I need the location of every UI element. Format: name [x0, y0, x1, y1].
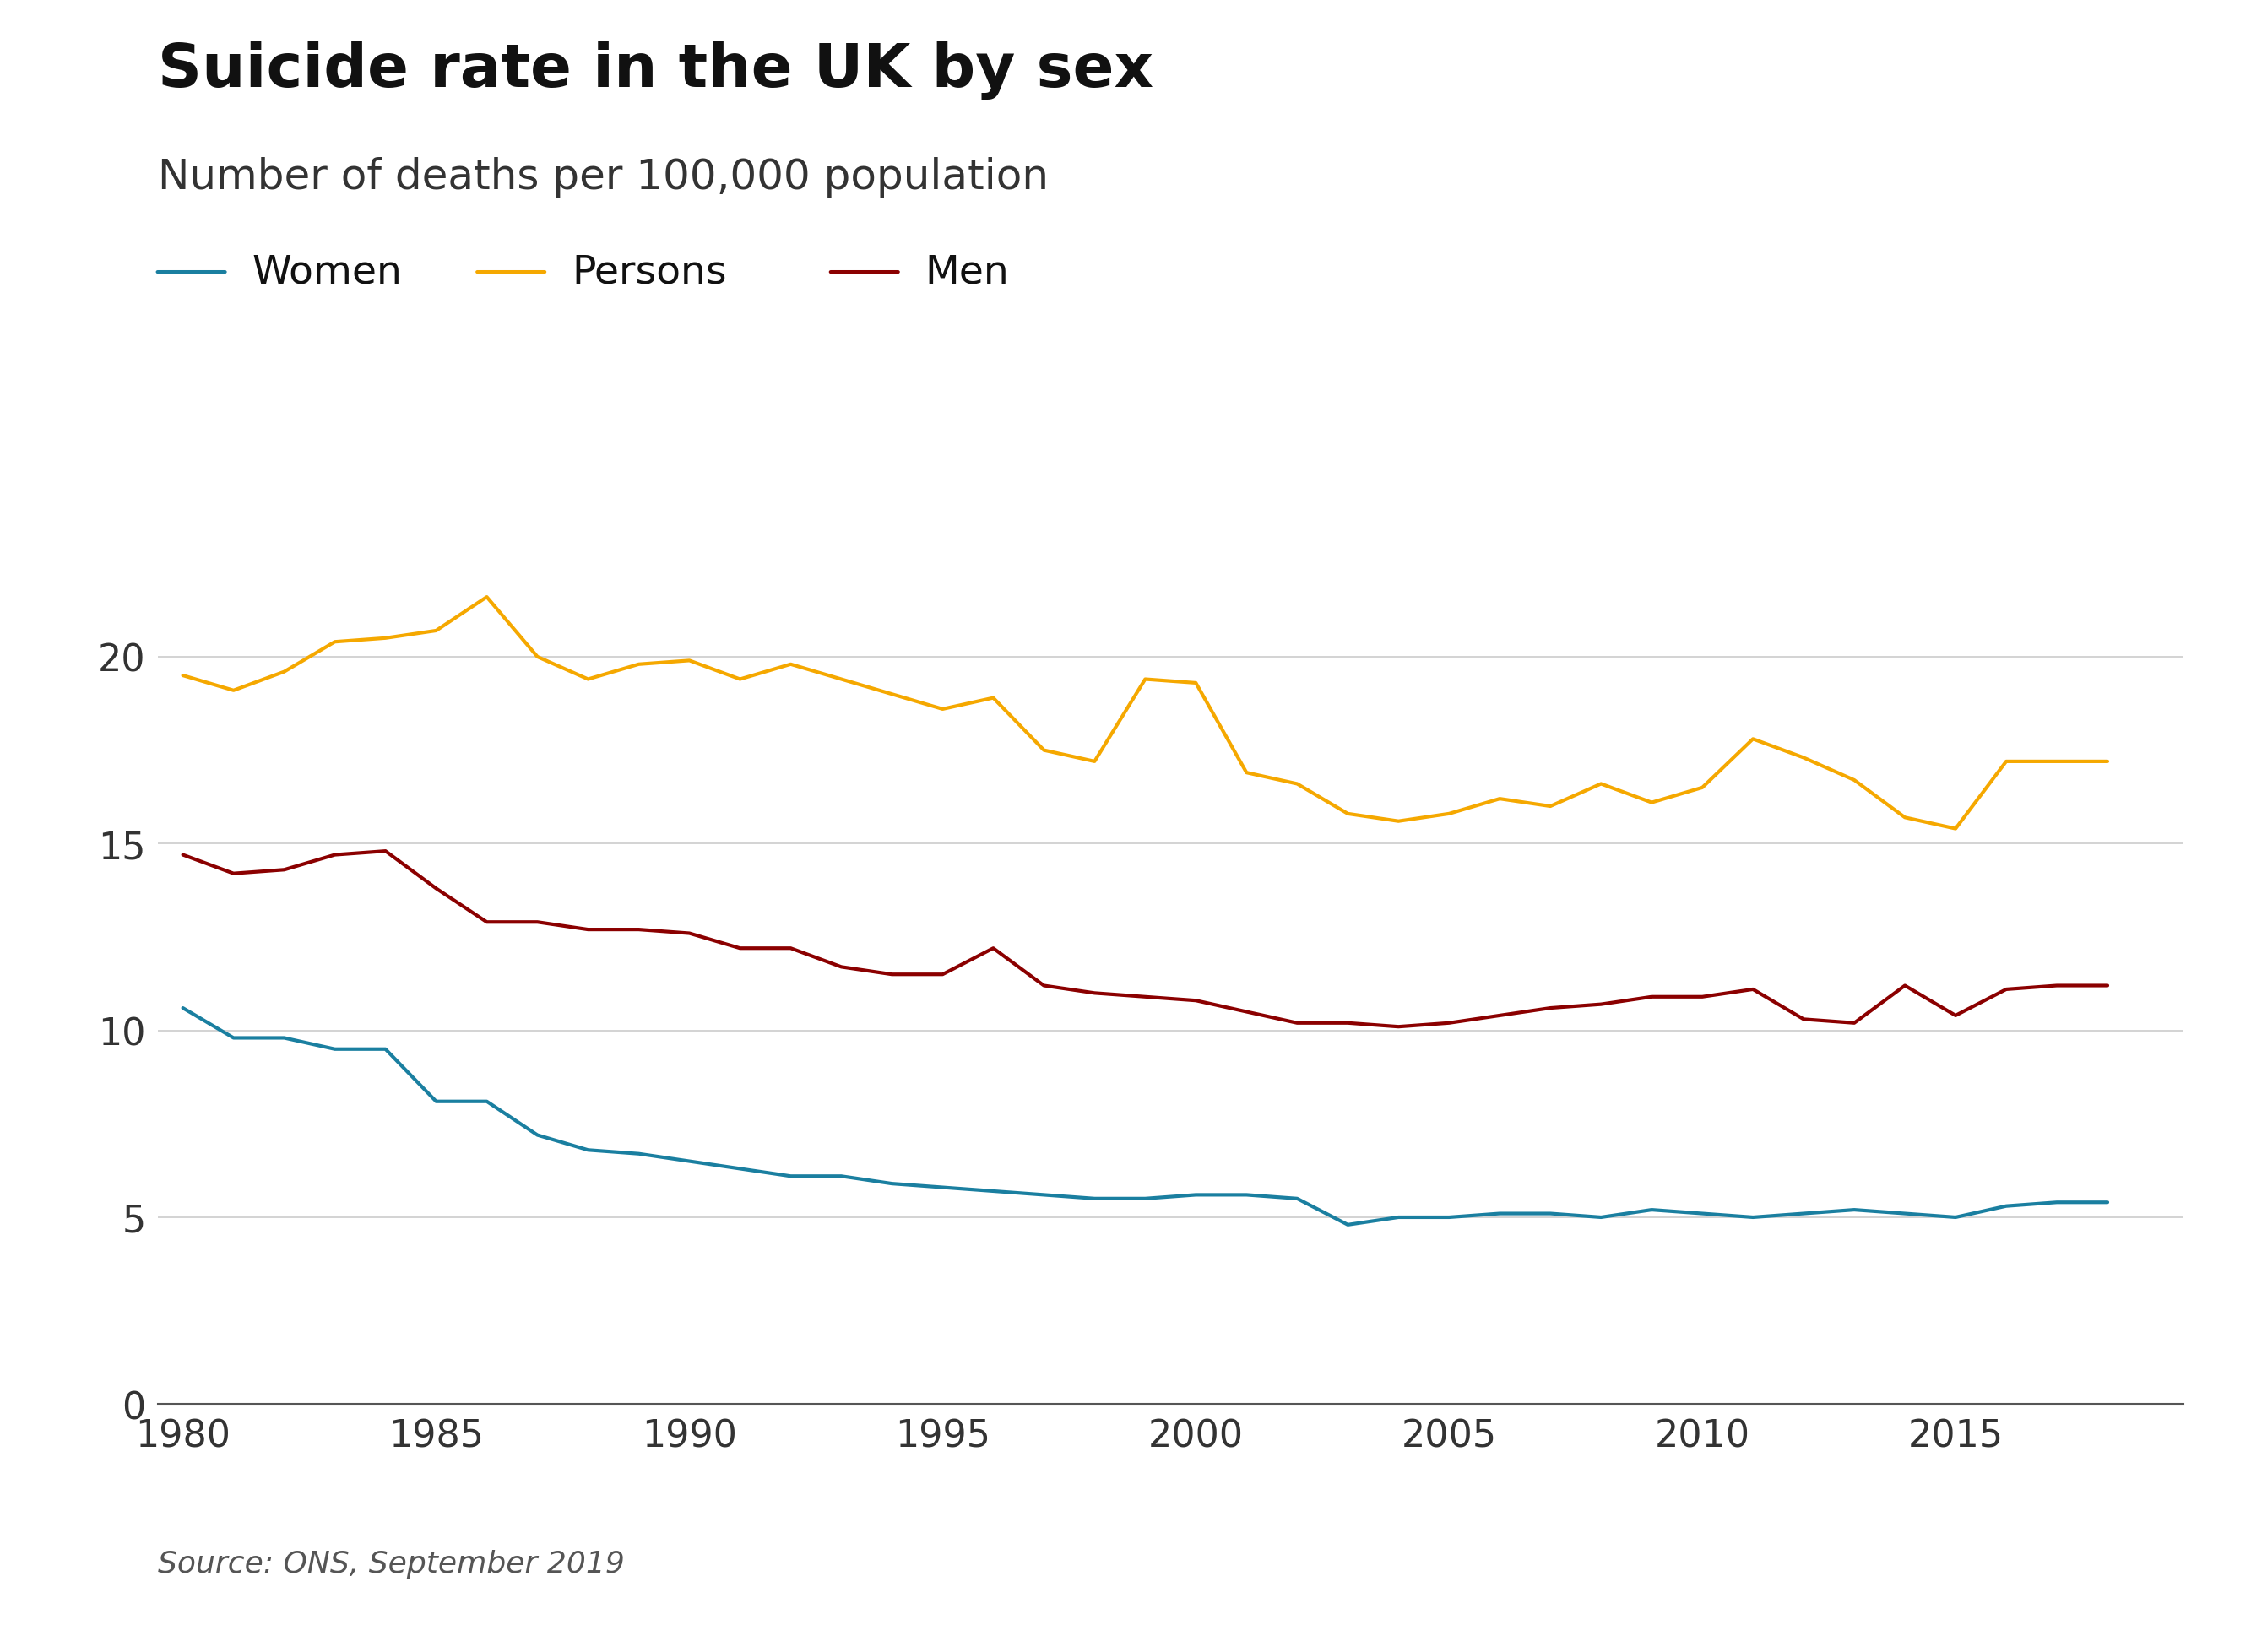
- Text: B: B: [1954, 1563, 1981, 1596]
- Text: Number of deaths per 100,000 population: Number of deaths per 100,000 population: [158, 157, 1049, 198]
- Text: Men: Men: [925, 254, 1008, 291]
- Text: Persons: Persons: [572, 254, 727, 291]
- Text: C: C: [2145, 1563, 2168, 1596]
- Text: Suicide rate in the UK by sex: Suicide rate in the UK by sex: [158, 41, 1153, 99]
- Text: B: B: [2048, 1563, 2075, 1596]
- Text: Source: ONS, September 2019: Source: ONS, September 2019: [158, 1550, 624, 1578]
- Text: Women: Women: [252, 254, 403, 291]
